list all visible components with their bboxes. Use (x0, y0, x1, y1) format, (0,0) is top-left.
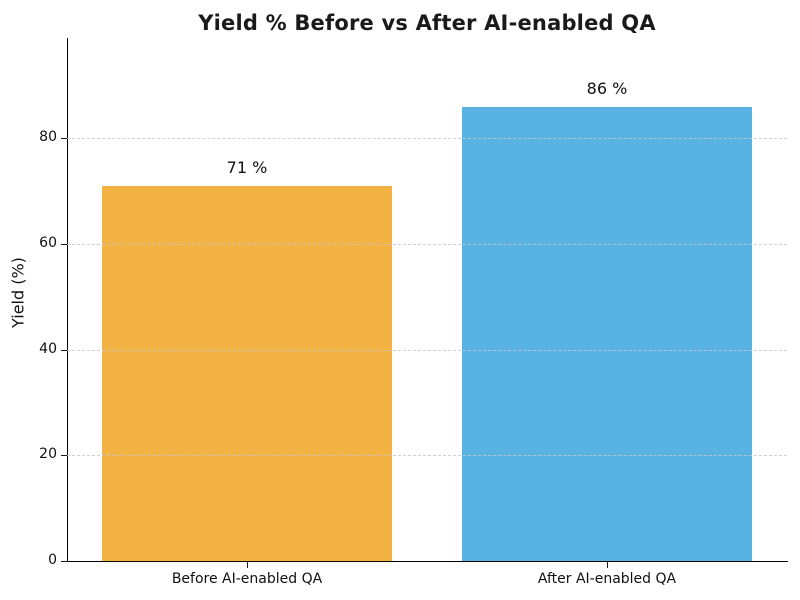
x-tick-mark (247, 562, 248, 568)
bar-before (102, 185, 392, 561)
y-tick-mark (61, 561, 67, 562)
y-tick-mark (61, 138, 67, 140)
x-category-label: Before AI-enabled QA (171, 571, 323, 587)
x-category-label: After AI-enabled QA (537, 571, 677, 587)
y-tick-label: 60 (39, 235, 57, 252)
y-tick-label: 80 (39, 129, 57, 146)
grid-line (67, 138, 787, 140)
bar-value-label: 86 % (586, 78, 628, 98)
bar-after (462, 106, 752, 561)
grid-line (67, 244, 787, 246)
x-tick-mark (607, 562, 608, 568)
y-tick-mark (61, 244, 67, 246)
y-tick-mark (61, 349, 67, 351)
bar-value-label: 71 % (226, 157, 268, 177)
y-tick-label: 40 (39, 340, 57, 357)
grid-line (67, 349, 787, 351)
y-tick-label: 0 (48, 552, 57, 568)
y-axis-label: Yield (%) (8, 257, 28, 328)
grid-line (67, 455, 787, 457)
plot-area (67, 38, 788, 562)
y-tick-mark (61, 455, 67, 457)
chart-title: Yield % Before vs After AI-enabled QA (198, 11, 656, 35)
y-tick-label: 20 (39, 446, 57, 463)
